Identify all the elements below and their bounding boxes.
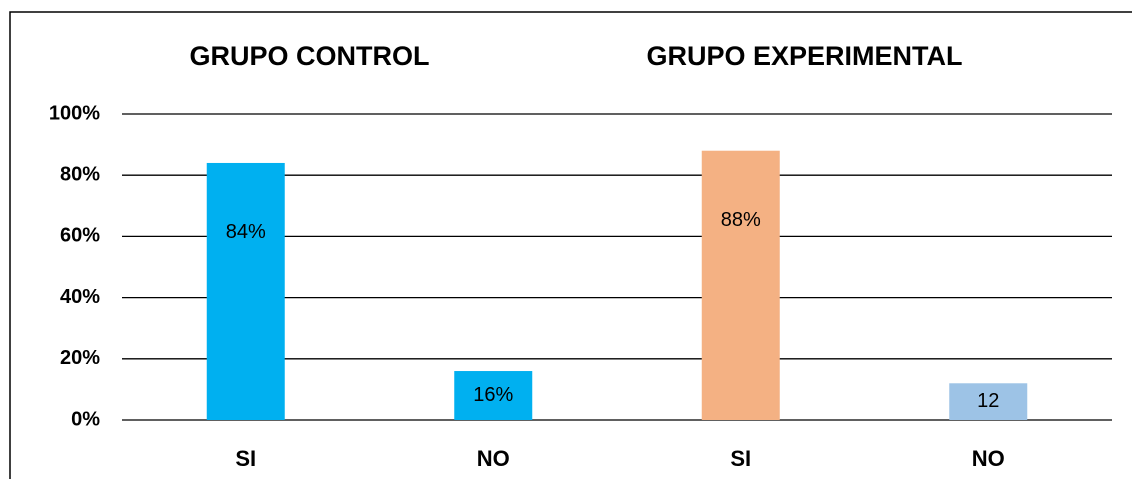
bar xyxy=(949,383,1028,420)
y-tick-label: 20% xyxy=(60,347,100,369)
group-title: GRUPO EXPERIMENTAL xyxy=(646,41,962,71)
group-title: GRUPO CONTROL xyxy=(190,41,430,71)
y-tick-label: 40% xyxy=(60,286,100,308)
data-label: 12 xyxy=(977,390,999,412)
data-label: 88% xyxy=(721,209,761,231)
y-tick-label: 100% xyxy=(49,102,100,124)
x-tick-label: SI xyxy=(730,446,751,471)
bar xyxy=(701,150,780,420)
x-tick-label: SI xyxy=(235,446,256,471)
data-label: 84% xyxy=(226,221,266,243)
data-label: 16% xyxy=(473,384,513,406)
bar xyxy=(454,371,533,420)
y-tick-label: 0% xyxy=(71,408,100,430)
y-tick-label: 60% xyxy=(60,225,100,247)
x-tick-label: NO xyxy=(477,446,510,471)
x-tick-label: NO xyxy=(972,446,1005,471)
bar xyxy=(206,162,285,420)
frame xyxy=(9,11,1132,479)
y-tick-label: 80% xyxy=(60,163,100,185)
